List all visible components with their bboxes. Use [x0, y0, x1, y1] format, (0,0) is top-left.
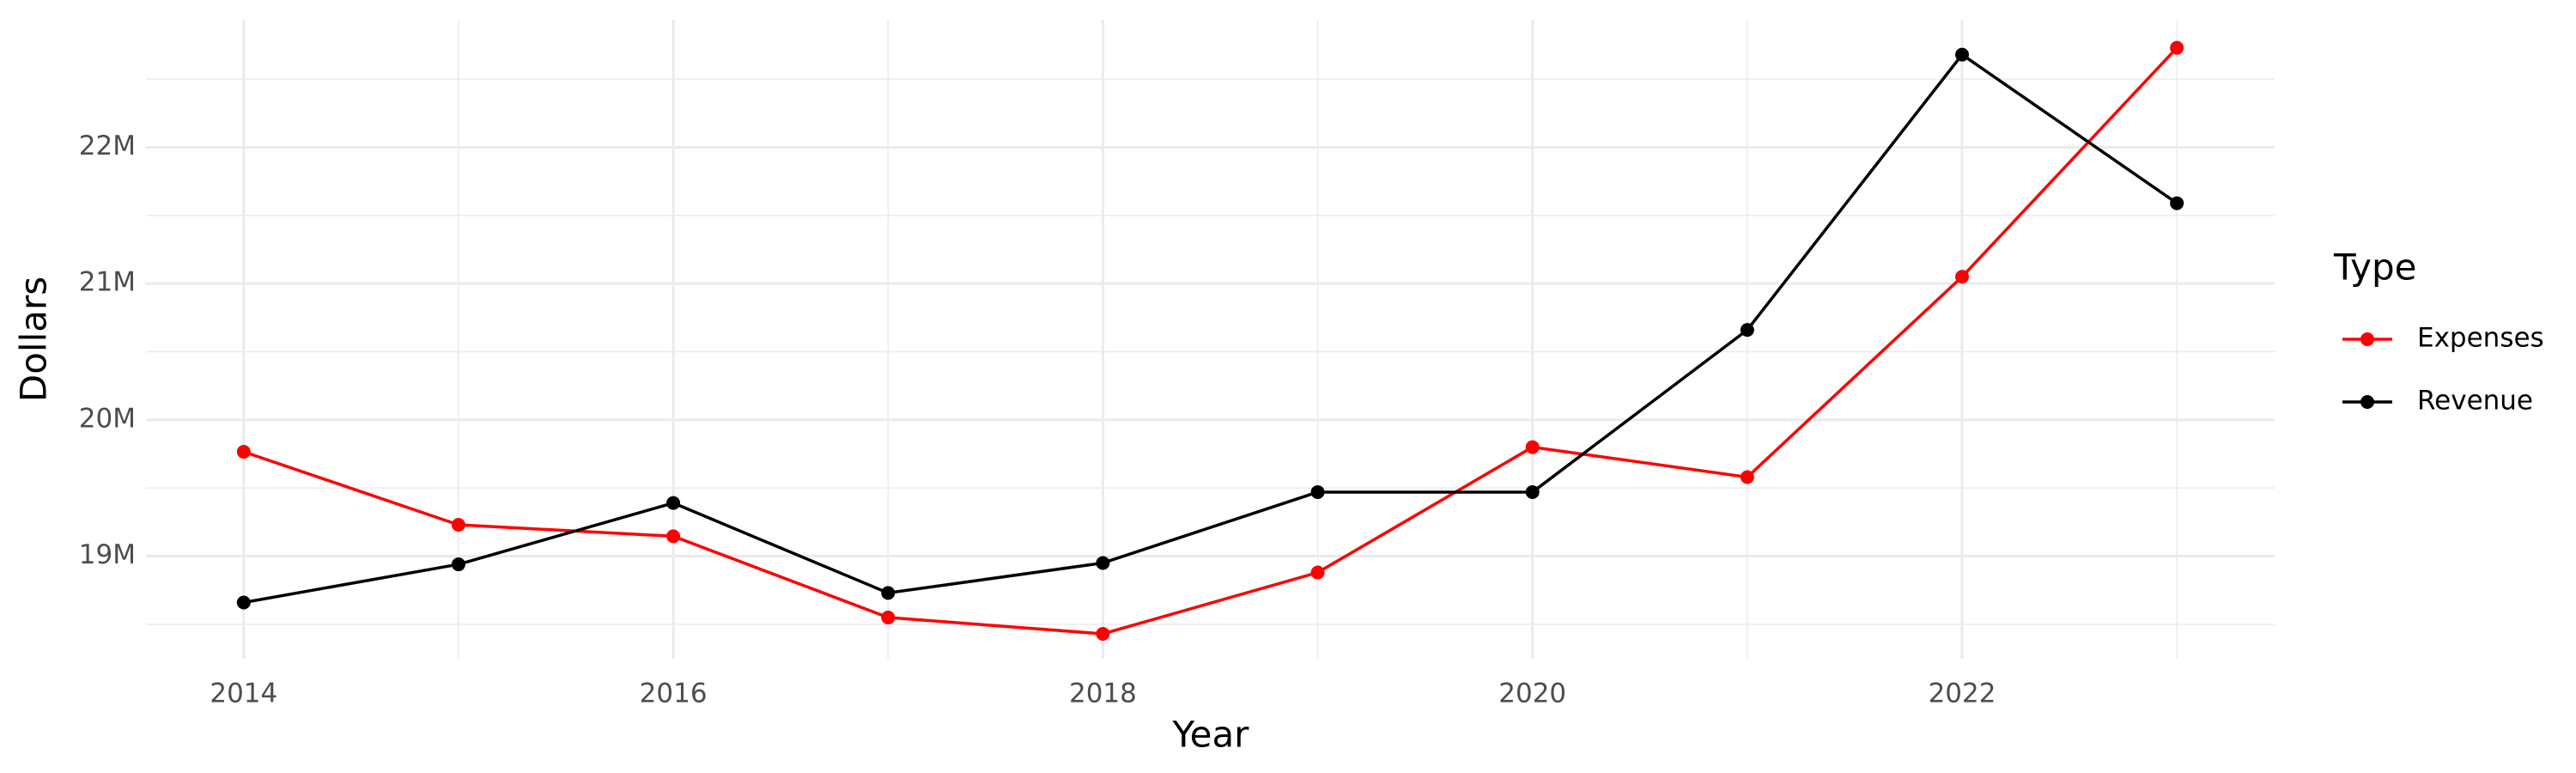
x-axis-title: Year — [1172, 714, 1250, 756]
data-point — [1740, 470, 1754, 484]
series-line — [243, 46, 2178, 636]
data-point — [2170, 196, 2184, 210]
legend-title: Type — [2333, 247, 2416, 289]
x-tick-label: 2020 — [1498, 679, 1566, 709]
data-point — [451, 557, 465, 572]
data-point — [1525, 440, 1540, 454]
y-tick-label: 20M — [79, 403, 136, 434]
x-tick-label: 2014 — [210, 679, 277, 709]
data-point — [2170, 40, 2184, 55]
data-point — [666, 496, 681, 510]
data-point — [881, 586, 896, 600]
data-point — [666, 529, 681, 544]
data-point — [1955, 47, 1970, 62]
x-tick-label: 2018 — [1069, 679, 1137, 709]
x-tick-label: 2022 — [1929, 679, 1996, 709]
data-point — [451, 518, 465, 533]
data-point — [236, 595, 251, 610]
data-point — [1096, 556, 1110, 570]
data-point — [1310, 484, 1325, 499]
data-point — [1740, 323, 1754, 338]
data-point — [881, 610, 896, 624]
data-point — [1955, 270, 1970, 284]
legend-key-point — [2360, 395, 2374, 409]
legend-label: Expenses — [2417, 323, 2544, 354]
data-point — [1096, 626, 1110, 641]
x-tick-label: 2016 — [640, 679, 708, 709]
legend-label: Revenue — [2417, 386, 2533, 417]
y-tick-label: 22M — [79, 131, 136, 161]
y-tick-label: 21M — [79, 267, 136, 298]
data-point — [1310, 565, 1325, 580]
legend-key-point — [2360, 332, 2374, 346]
series-line — [243, 52, 2178, 605]
data-point — [236, 444, 251, 459]
y-tick-label: 19M — [79, 539, 136, 570]
y-axis-title: Dollars — [13, 277, 55, 402]
data-point — [1525, 484, 1540, 499]
